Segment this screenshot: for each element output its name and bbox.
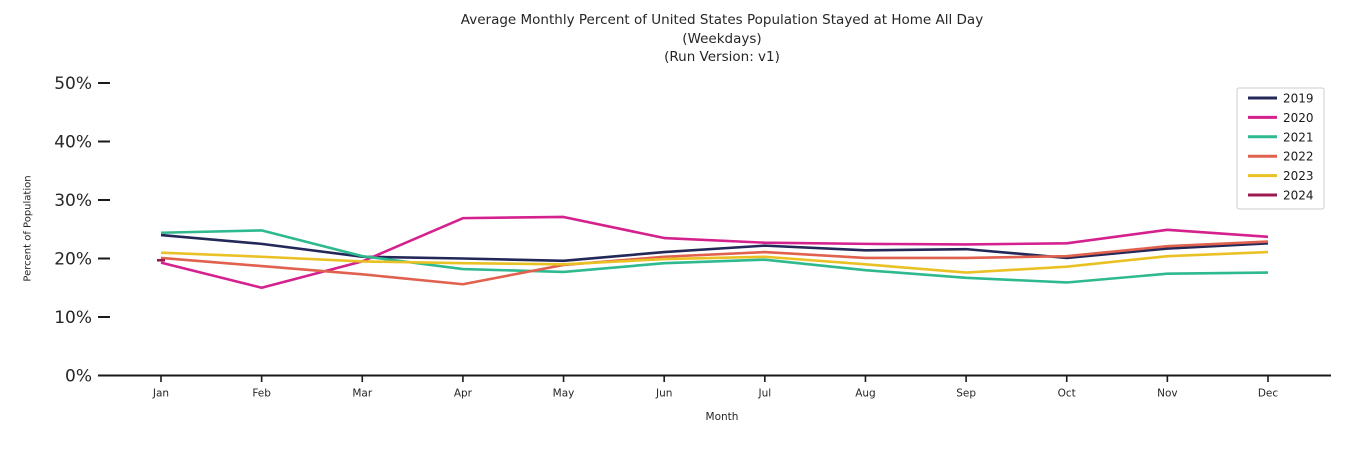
chart-title-line2: (Weekdays) [682, 30, 762, 47]
axes-layer: 0% 10% 20% 30% 40% 50% Jan Feb Mar Apr May Jun Jul Au… [54, 74, 1331, 400]
legend-label-2021: 2021 [1283, 130, 1314, 144]
legend-label-2024: 2024 [1283, 189, 1314, 203]
legend-label-2019: 2019 [1283, 92, 1314, 106]
legend-label-2022: 2022 [1283, 150, 1314, 164]
x-tick-label: May [553, 388, 575, 400]
series-line-2019 [160, 233, 1269, 263]
series-layer [157, 215, 1269, 290]
x-tick-label: Jan [152, 388, 169, 400]
legend-label-2020: 2020 [1283, 111, 1314, 125]
legend-label-2023: 2023 [1283, 169, 1314, 183]
y-tick-label: 20% [54, 250, 92, 270]
x-tick-label: Dec [1258, 388, 1279, 400]
legend: 2019 2020 2021 2022 2023 2024 [1236, 87, 1325, 210]
series-line-2020 [160, 215, 1269, 290]
series-line-2023 [160, 250, 1269, 274]
x-tick-label: Apr [454, 388, 473, 400]
x-tick-label: Nov [1157, 388, 1178, 400]
y-tick-label: 10% [54, 308, 92, 328]
y-tick-label: 40% [54, 133, 92, 153]
chart-title-line1: Average Monthly Percent of United States… [460, 12, 984, 28]
x-tick-label: Jul [757, 388, 771, 400]
y-tick-label: 50% [54, 74, 92, 94]
x-tick-label: Jun [655, 388, 672, 400]
series-line-2022 [160, 240, 1269, 286]
chart-title: Average Monthly Percent of United States… [113, 11, 1331, 67]
y-tick-label: 30% [54, 191, 92, 211]
series-line-2021 [160, 229, 1269, 284]
chart-title-line3: (Run Version: v1) [664, 49, 780, 65]
x-tick-label: Sep [956, 388, 976, 400]
x-tick-label: Aug [855, 388, 876, 400]
y-tick-label: 0% [65, 367, 92, 387]
x-tick-label: Feb [252, 388, 271, 400]
x-tick-label: Mar [352, 388, 372, 400]
x-tick-label: Oct [1058, 388, 1076, 400]
x-axis-title: Month [705, 411, 739, 423]
